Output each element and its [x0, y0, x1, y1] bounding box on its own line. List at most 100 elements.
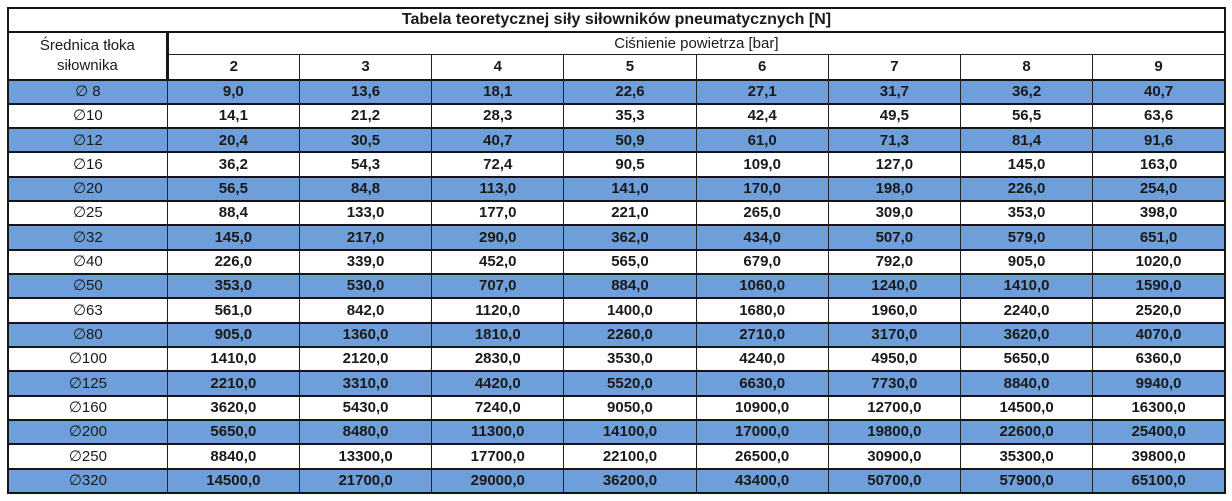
- table-row: ∅ 8 9,0 13,6 18,1 22,6 27,1 31,7 36,2 40,7: [8, 78, 1225, 104]
- force-value-cell: 434,0: [695, 224, 829, 250]
- diameter-cell: ∅63: [8, 297, 168, 323]
- force-value-cell: 21700,0: [298, 467, 432, 493]
- force-value-cell: 452,0: [431, 248, 564, 274]
- diameter-cell: ∅12: [8, 127, 168, 153]
- diameter-cell: ∅ 8: [8, 78, 168, 104]
- force-value-cell: 3530,0: [563, 345, 697, 372]
- force-value-cell: 4420,0: [431, 370, 564, 396]
- force-value-cell: 145,0: [959, 151, 1093, 177]
- force-value-cell: 1400,0: [563, 297, 697, 323]
- force-value-cell: 40,7: [431, 127, 564, 153]
- diameter-cell: ∅10: [8, 102, 168, 129]
- force-value-cell: 13300,0: [298, 443, 432, 469]
- pressure-col-header: 7: [827, 54, 961, 81]
- force-value-cell: 1810,0: [431, 321, 564, 347]
- force-value-cell: 290,0: [431, 224, 564, 250]
- table-row: ∅125 2210,0 3310,0 4420,0 5520,0 6630,0 7730,0…: [8, 370, 1225, 396]
- force-value-cell: 2830,0: [431, 345, 564, 372]
- pressure-col-header: 4: [431, 54, 564, 81]
- force-value-cell: 13,6: [298, 78, 432, 104]
- force-value-cell: 10900,0: [695, 394, 829, 420]
- air-pressure-group-header: Ciśnienie powietrza [bar]: [167, 32, 1225, 55]
- force-value-cell: 170,0: [695, 175, 829, 202]
- force-value-cell: 56,5: [166, 175, 300, 202]
- force-value-cell: 36,2: [166, 151, 300, 177]
- force-value-cell: 353,0: [959, 200, 1093, 226]
- force-value-cell: 1060,0: [695, 272, 829, 299]
- force-value-cell: 561,0: [166, 297, 300, 323]
- force-value-cell: 90,5: [563, 151, 697, 177]
- force-value-cell: 63,6: [1092, 102, 1225, 129]
- force-value-cell: 6630,0: [695, 370, 829, 396]
- table-row: ∅20 56,5 84,8 113,0 141,0 170,0 198,0 226,0 254,…: [8, 175, 1225, 202]
- force-value-cell: 2710,0: [695, 321, 829, 347]
- diameter-cell: ∅160: [8, 394, 168, 420]
- force-value-cell: 398,0: [1092, 200, 1225, 226]
- diameter-cell: ∅125: [8, 370, 168, 396]
- force-value-cell: 507,0: [827, 224, 961, 250]
- force-value-cell: 14500,0: [959, 394, 1093, 420]
- force-value-cell: 1410,0: [959, 272, 1093, 299]
- force-value-cell: 26500,0: [695, 443, 829, 469]
- table-row: ∅16 36,2 54,3 72,4 90,5 109,0 127,0 145,0 163,0: [8, 151, 1225, 177]
- force-value-cell: 5650,0: [166, 418, 300, 445]
- diameter-cell: ∅200: [8, 418, 168, 445]
- table-row: ∅200 5650,0 8480,0 11300,0 14100,0 17000,0 198…: [8, 418, 1225, 445]
- pressure-col-header: 2: [166, 54, 300, 81]
- force-value-cell: 72,4: [431, 151, 564, 177]
- diameter-cell: ∅50: [8, 272, 168, 299]
- force-value-cell: 39800,0: [1092, 443, 1225, 469]
- force-value-cell: 565,0: [563, 248, 697, 274]
- force-value-cell: 17700,0: [431, 443, 564, 469]
- pressure-col-header: 8: [959, 54, 1093, 81]
- force-value-cell: 163,0: [1092, 151, 1225, 177]
- force-value-cell: 40,7: [1092, 78, 1225, 104]
- force-value-cell: 7730,0: [827, 370, 961, 396]
- force-value-cell: 3620,0: [166, 394, 300, 420]
- force-value-cell: 339,0: [298, 248, 432, 274]
- force-value-cell: 905,0: [166, 321, 300, 347]
- force-value-cell: 362,0: [563, 224, 697, 250]
- force-value-cell: 353,0: [166, 272, 300, 299]
- force-value-cell: 21,2: [298, 102, 432, 129]
- force-value-cell: 8840,0: [166, 443, 300, 469]
- force-value-cell: 50,9: [563, 127, 697, 153]
- force-value-cell: 12700,0: [827, 394, 961, 420]
- force-value-cell: 84,8: [298, 175, 432, 202]
- diameter-cell: ∅16: [8, 151, 168, 177]
- force-value-cell: 4070,0: [1092, 321, 1225, 347]
- force-value-cell: 217,0: [298, 224, 432, 250]
- force-value-cell: 7240,0: [431, 394, 564, 420]
- force-table-body: ∅ 8 9,0 13,6 18,1 22,6 27,1 31,7 36,2 40,7 ∅10 14,…: [8, 78, 1225, 493]
- force-value-cell: 30,5: [298, 127, 432, 153]
- table-row: ∅40 226,0 339,0 452,0 565,0 679,0 792,0 905,0 10…: [8, 248, 1225, 274]
- force-value-cell: 35,3: [563, 102, 697, 129]
- force-value-cell: 61,0: [695, 127, 829, 153]
- force-value-cell: 2240,0: [959, 297, 1093, 323]
- force-value-cell: 265,0: [695, 200, 829, 226]
- force-value-cell: 18,1: [431, 78, 564, 104]
- pressure-col-header: 6: [695, 54, 829, 81]
- force-value-cell: 54,3: [298, 151, 432, 177]
- force-value-cell: 9,0: [166, 78, 300, 104]
- diameter-cell: ∅20: [8, 175, 168, 202]
- table-title: Tabela teoretycznej siły siłowników pneu…: [8, 8, 1225, 33]
- table-row: ∅250 8840,0 13300,0 17700,0 22100,0 26500,0 30…: [8, 443, 1225, 469]
- diameter-cell: ∅100: [8, 345, 168, 372]
- force-value-cell: 579,0: [959, 224, 1093, 250]
- force-value-cell: 88,4: [166, 200, 300, 226]
- pressure-col-header: 9: [1092, 54, 1225, 81]
- piston-diameter-header: Średnica tłoka siłownika: [8, 32, 169, 81]
- force-value-cell: 5520,0: [563, 370, 697, 396]
- force-value-cell: 35300,0: [959, 443, 1093, 469]
- force-value-cell: 91,6: [1092, 127, 1225, 153]
- force-value-cell: 221,0: [563, 200, 697, 226]
- force-value-cell: 8480,0: [298, 418, 432, 445]
- force-value-cell: 5430,0: [298, 394, 432, 420]
- force-value-cell: 127,0: [827, 151, 961, 177]
- force-value-cell: 2260,0: [563, 321, 697, 347]
- diameter-cell: ∅250: [8, 443, 168, 469]
- force-value-cell: 254,0: [1092, 175, 1225, 202]
- table-row: ∅12 20,4 30,5 40,7 50,9 61,0 71,3 81,4 91,6: [8, 127, 1225, 153]
